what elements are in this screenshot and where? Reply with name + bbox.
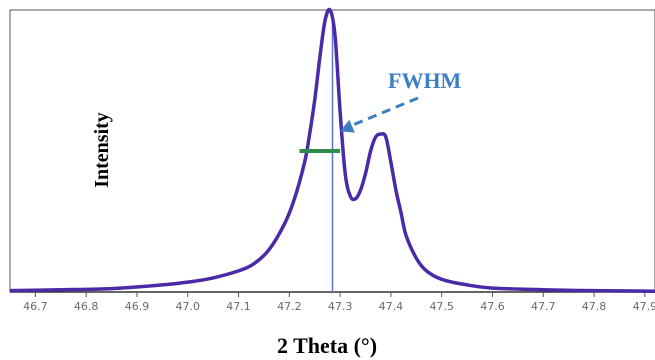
fwhm-annotation: FWHM bbox=[388, 68, 462, 93]
x-tick-label: 46.9 bbox=[125, 300, 150, 313]
x-tick-label: 47.8 bbox=[582, 300, 607, 313]
fwhm-arrowhead bbox=[340, 119, 355, 133]
x-tick-label: 47.2 bbox=[277, 300, 302, 313]
x-tick-label: 47.4 bbox=[379, 300, 404, 313]
x-tick-label: 47.1 bbox=[226, 300, 251, 313]
x-tick-label: 47.7 bbox=[531, 300, 556, 313]
x-tick-label: 46.8 bbox=[74, 300, 99, 313]
series-line bbox=[9, 7, 655, 293]
x-axis-label: 2 Theta (°) bbox=[277, 333, 377, 358]
x-tick-label: 47.9 bbox=[633, 300, 655, 313]
x-tick-label: 47.0 bbox=[176, 300, 201, 313]
x-tick-label: 47.3 bbox=[328, 300, 353, 313]
y-axis-label: Intensity bbox=[91, 112, 113, 188]
x-tick-group: 46.7 46.8 46.9 47.0 47.1 47.2 47.3 47.4 47.5 47.6… bbox=[23, 292, 655, 313]
fwhm-arrow bbox=[351, 96, 419, 127]
x-tick-label: 47.6 bbox=[480, 300, 505, 313]
x-tick-label: 47.5 bbox=[429, 300, 454, 313]
x-tick-label: 46.7 bbox=[23, 300, 48, 313]
